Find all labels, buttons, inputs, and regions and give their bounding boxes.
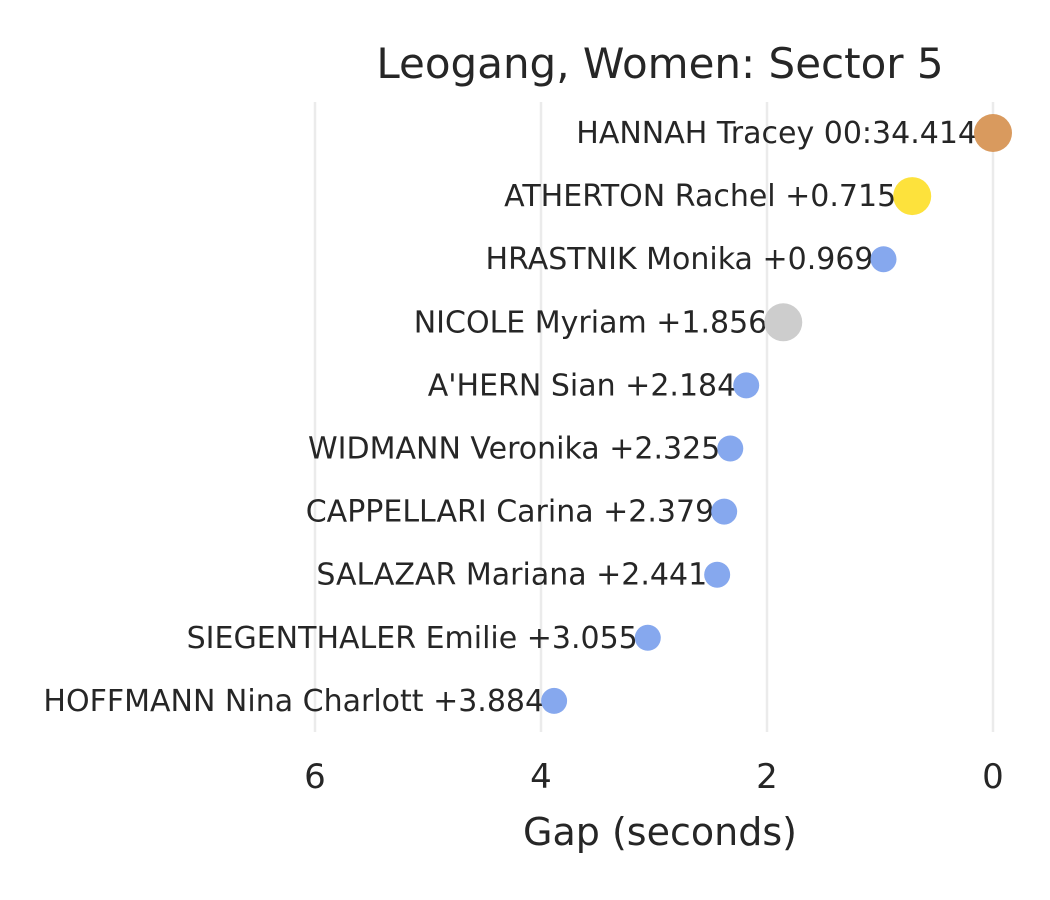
point-label: WIDMANN Veronika +2.325 bbox=[308, 432, 720, 467]
data-point-group: HRASTNIK Monika +0.969 bbox=[486, 242, 897, 277]
x-tick-label: 6 bbox=[304, 757, 326, 797]
data-point bbox=[704, 561, 731, 588]
data-point-group: HANNAH Tracey 00:34.414 bbox=[576, 114, 1012, 152]
point-label: SIEGENTHALER Emilie +3.055 bbox=[187, 621, 638, 656]
data-point-group: SALAZAR Mariana +2.441 bbox=[316, 558, 731, 593]
x-tick-labels: 6 4 2 0 bbox=[304, 757, 1004, 797]
point-label: HANNAH Tracey 00:34.414 bbox=[576, 116, 977, 151]
data-point bbox=[733, 372, 760, 399]
data-point-group: CAPPELLARI Carina +2.379 bbox=[306, 495, 738, 530]
grid-layer bbox=[313, 102, 995, 732]
data-point-group: HOFFMANN Nina Charlott +3.884 bbox=[43, 684, 568, 719]
points-layer: HANNAH Tracey 00:34.414 ATHERTON Rachel +… bbox=[43, 114, 1012, 719]
data-point bbox=[634, 624, 661, 651]
point-label: NICOLE Myriam +1.856 bbox=[414, 305, 768, 340]
data-point bbox=[711, 498, 738, 525]
data-point bbox=[541, 687, 568, 714]
data-point bbox=[974, 114, 1012, 152]
x-tick-label: 2 bbox=[756, 757, 778, 797]
data-point-group: ATHERTON Rachel +0.715 bbox=[504, 177, 932, 216]
data-point-group: SIEGENTHALER Emilie +3.055 bbox=[187, 621, 661, 656]
data-point bbox=[893, 177, 932, 216]
point-label: CAPPELLARI Carina +2.379 bbox=[306, 495, 714, 530]
point-label: HRASTNIK Monika +0.969 bbox=[486, 242, 874, 277]
data-point-group: NICOLE Myriam +1.856 bbox=[414, 303, 803, 342]
point-label: A'HERN Sian +2.184 bbox=[428, 368, 736, 403]
x-tick-label: 4 bbox=[530, 757, 552, 797]
data-point bbox=[717, 435, 744, 462]
data-point-group: A'HERN Sian +2.184 bbox=[428, 368, 760, 403]
data-point bbox=[764, 303, 803, 342]
data-point bbox=[870, 246, 897, 273]
point-label: HOFFMANN Nina Charlott +3.884 bbox=[43, 684, 544, 719]
point-label: SALAZAR Mariana +2.441 bbox=[316, 558, 707, 593]
chart-title: Leogang, Women: Sector 5 bbox=[376, 39, 943, 88]
x-axis-label: Gap (seconds) bbox=[523, 810, 797, 854]
data-point-group: WIDMANN Veronika +2.325 bbox=[308, 432, 744, 467]
point-label: ATHERTON Rachel +0.715 bbox=[504, 179, 896, 214]
x-tick-label: 0 bbox=[982, 757, 1004, 797]
